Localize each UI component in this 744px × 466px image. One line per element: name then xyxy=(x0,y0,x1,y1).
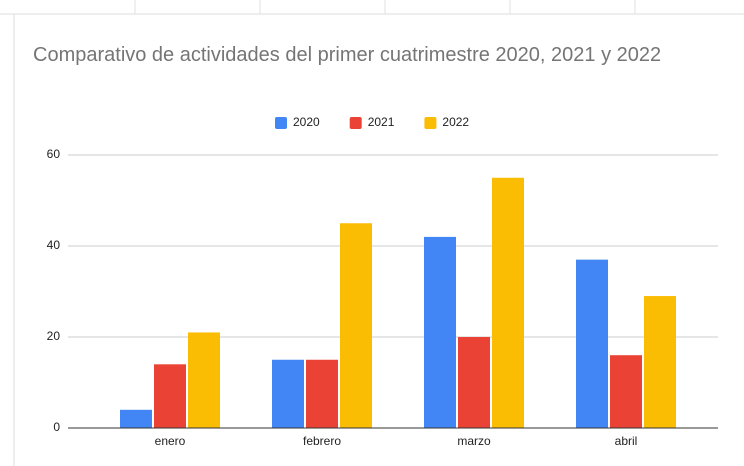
legend-swatch xyxy=(275,117,287,129)
y-tick-label: 60 xyxy=(47,147,61,161)
legend-swatch xyxy=(424,117,437,129)
x-tick-label: marzo xyxy=(457,434,491,448)
x-tick-label: abril xyxy=(615,434,638,448)
bar xyxy=(458,337,490,428)
legend-label: 2022 xyxy=(442,115,469,129)
y-tick-label: 40 xyxy=(47,238,61,252)
bar xyxy=(120,409,152,428)
bar xyxy=(576,259,608,428)
bar xyxy=(424,236,456,428)
bar xyxy=(340,223,372,428)
bar xyxy=(154,364,186,428)
y-tick-label: 0 xyxy=(53,420,60,434)
legend-label: 2021 xyxy=(368,115,395,129)
bar xyxy=(644,296,676,428)
bar xyxy=(492,177,524,428)
legend-label: 2020 xyxy=(293,115,320,129)
x-tick-label: febrero xyxy=(303,434,341,448)
bar xyxy=(272,359,304,428)
legend-swatch xyxy=(349,117,362,129)
chart-title: Comparativo de actividades del primer cu… xyxy=(33,44,662,66)
bar xyxy=(188,332,220,428)
y-tick-label: 20 xyxy=(47,329,61,343)
x-tick-label: enero xyxy=(155,434,186,448)
bar xyxy=(306,359,338,428)
bar xyxy=(610,355,642,428)
